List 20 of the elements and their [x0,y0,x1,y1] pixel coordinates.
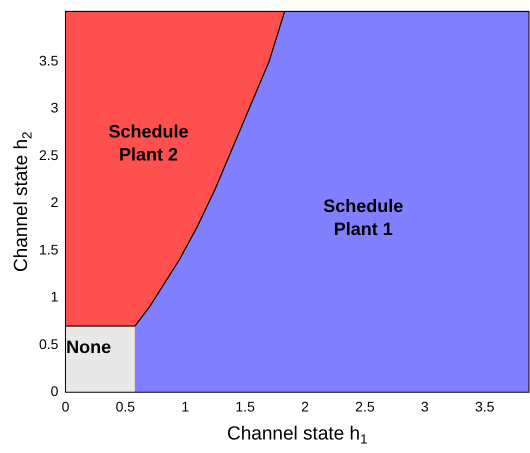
y-tick-label: 3.5 [38,52,59,68]
series-label: Schedule Plant 2 [108,121,189,164]
y-tick-label: 0.5 [38,336,59,352]
y-tick-label: 1.5 [38,241,59,258]
y-tick-label: 3 [50,100,59,116]
x-tick-label: 3.5 [474,398,495,414]
x-tick-label: 0.5 [116,398,136,414]
x-tick-label: 1 [181,398,190,414]
y-tick-label: 0 [50,383,59,400]
x-tick-label: 2.5 [355,398,375,414]
y-tick-label: 2 [50,194,59,210]
y-tick-label: 1 [50,288,59,305]
x-tick-label: 1.5 [235,398,256,414]
y-tick-label: 2.5 [38,146,59,163]
x-tick-label: 0 [62,398,70,414]
x-tick-label: 2 [301,398,310,414]
series-label: Schedule Plant 1 [323,196,404,240]
y-axis-title: Channel state h2 [11,132,34,272]
x-tick-label: 3 [420,398,429,414]
series-label: None [66,337,112,358]
